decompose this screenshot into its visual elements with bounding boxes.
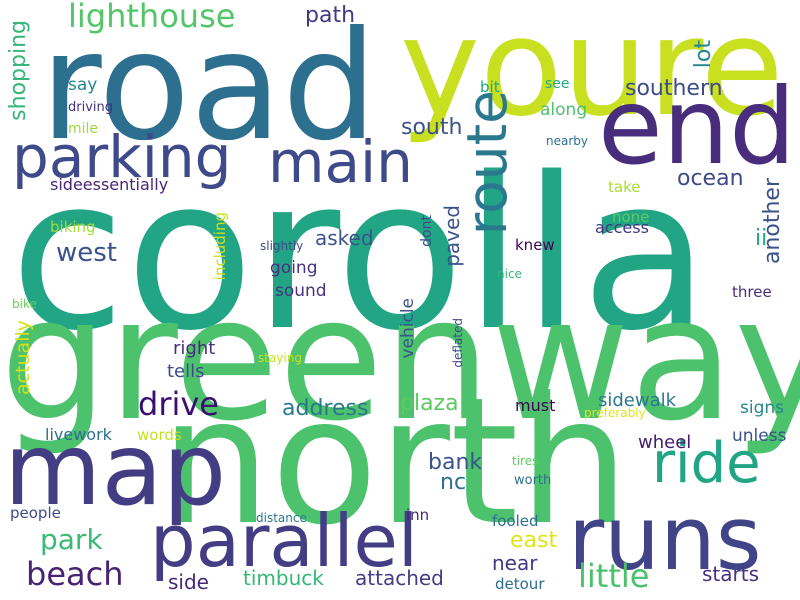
word-paved: paved bbox=[440, 205, 464, 267]
word-dont: dont bbox=[419, 215, 435, 247]
word-none: none bbox=[612, 208, 650, 226]
word-must: must bbox=[515, 396, 556, 415]
word-going: going bbox=[270, 258, 318, 278]
word-livework: livework bbox=[45, 425, 112, 444]
word-people: people bbox=[10, 504, 61, 522]
word-deflated: deflated bbox=[451, 318, 465, 368]
word-main: main bbox=[268, 128, 413, 196]
word-lighthouse: lighthouse bbox=[68, 0, 236, 35]
word-including: including bbox=[211, 212, 229, 281]
word-southern: southern bbox=[625, 76, 723, 101]
word-starts: starts bbox=[702, 562, 760, 586]
word-end: end bbox=[598, 66, 796, 188]
word-actually: actually bbox=[12, 320, 34, 396]
word-wheel: wheel bbox=[638, 432, 692, 453]
word-sideessentially: sideessentially bbox=[50, 175, 169, 194]
word-ii: ii bbox=[755, 226, 768, 251]
word-worth: worth bbox=[514, 473, 552, 488]
word-bit: bit bbox=[480, 78, 500, 96]
word-right: right bbox=[173, 338, 216, 359]
word-asked: asked bbox=[315, 226, 374, 250]
word-road: road bbox=[40, 0, 378, 174]
word-ride: ride bbox=[652, 431, 761, 496]
word-along: along bbox=[540, 100, 588, 120]
word-mile: mile bbox=[68, 121, 99, 137]
word-greenway: greenway bbox=[0, 261, 800, 459]
word-see: see bbox=[545, 76, 570, 92]
word-vehicle: vehicle bbox=[398, 298, 418, 359]
word-knew: knew bbox=[515, 236, 555, 254]
word-nc: nc bbox=[440, 470, 467, 495]
word-park: park bbox=[40, 523, 103, 556]
word-access: access bbox=[595, 218, 649, 237]
word-little: little bbox=[578, 557, 650, 595]
word-near: near bbox=[492, 551, 538, 575]
word-plaza: plaza bbox=[400, 391, 459, 416]
word-address: address bbox=[282, 396, 369, 421]
word-west: west bbox=[56, 238, 118, 268]
word-detour: detour bbox=[495, 575, 545, 593]
word-preferably: preferably bbox=[584, 406, 646, 420]
word-east: east bbox=[510, 528, 558, 553]
word-beach: beach bbox=[26, 555, 124, 593]
word-parallel: parallel bbox=[150, 499, 418, 583]
word-tires: tires bbox=[512, 454, 539, 468]
word-words: words bbox=[137, 426, 182, 444]
word-side: side bbox=[168, 570, 209, 594]
word-nice: nice bbox=[497, 267, 522, 281]
word-three: three bbox=[732, 283, 772, 301]
word-ocean: ocean bbox=[677, 166, 744, 191]
word-corolla: corolla bbox=[10, 132, 710, 377]
word-parking: parking bbox=[12, 123, 232, 191]
word-signs: signs bbox=[740, 398, 785, 418]
word-tells: tells bbox=[167, 361, 205, 382]
word-take: take bbox=[608, 178, 641, 196]
word-driving: driving bbox=[68, 100, 114, 115]
word-sound: sound bbox=[275, 281, 327, 301]
word-slightly: slightly bbox=[260, 239, 304, 253]
word-staying: staying bbox=[258, 351, 302, 365]
word-distance: distance bbox=[256, 511, 307, 525]
word-timbuck: timbuck bbox=[243, 566, 324, 590]
word-say: say bbox=[68, 75, 98, 95]
word-runs: runs bbox=[568, 487, 762, 590]
word-bike: bike bbox=[12, 297, 37, 311]
word-south: south bbox=[401, 115, 463, 140]
word-attached: attached bbox=[355, 566, 444, 590]
word-path: path bbox=[305, 3, 356, 28]
word-shopping: shopping bbox=[6, 20, 31, 121]
word-bank: bank bbox=[428, 450, 483, 475]
word-biking: biking bbox=[50, 218, 96, 236]
word-drive: drive bbox=[138, 385, 219, 423]
word-another: another bbox=[760, 178, 785, 265]
word-unless: unless bbox=[732, 426, 787, 446]
word-youre: youre bbox=[400, 0, 784, 146]
word-sidewalk: sidewalk bbox=[598, 390, 677, 411]
word-north: north bbox=[160, 361, 630, 564]
word-map: map bbox=[4, 411, 227, 528]
word-nearby: nearby bbox=[546, 134, 588, 148]
word-lot: lot bbox=[691, 40, 716, 69]
word-route: route bbox=[455, 90, 519, 236]
word-fooled: fooled bbox=[492, 512, 539, 530]
word-inn: inn bbox=[406, 506, 430, 524]
